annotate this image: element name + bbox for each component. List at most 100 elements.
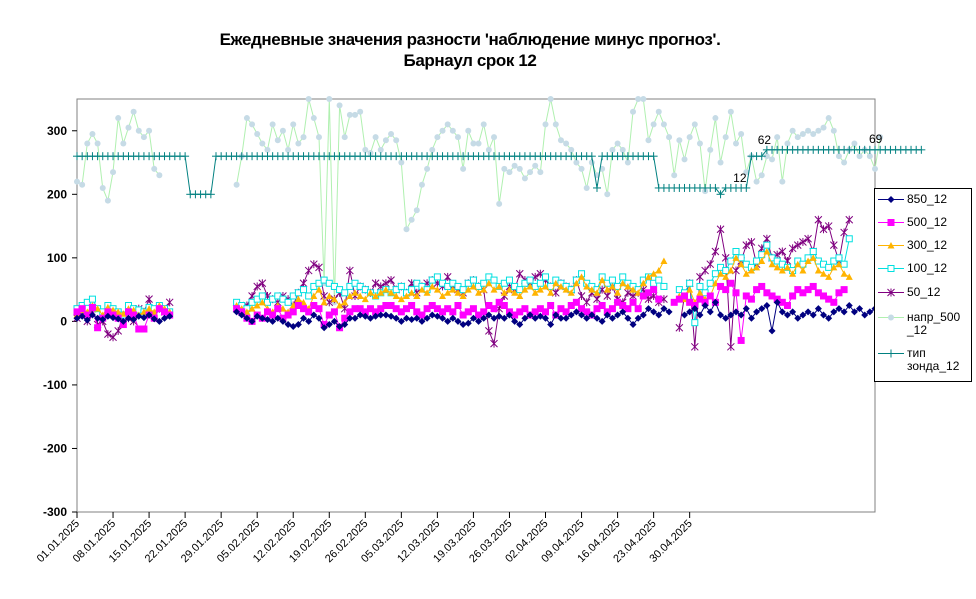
series-50-12-point [778, 247, 787, 256]
series-тип-зонда-12-point [917, 145, 926, 154]
series-напр-500-12-point [403, 226, 410, 233]
series-500-12-point [449, 308, 457, 316]
series-500-12-point [351, 305, 359, 313]
series-300-12-point [768, 260, 776, 268]
series-300-12-point [253, 302, 261, 309]
series-500-12-point [475, 311, 483, 319]
series-50-12-point [711, 247, 720, 256]
series-напр-500-12-point [491, 134, 498, 141]
series-300-12-point [742, 270, 750, 277]
series-500-12-point [397, 308, 405, 316]
series-850-12-point [413, 314, 421, 322]
series-500-12-point [696, 295, 704, 303]
series-500-12-point [753, 286, 761, 294]
series-100-12-point [480, 279, 488, 287]
series-напр-500-12-point [753, 178, 760, 185]
series-напр-500-12-point [249, 121, 256, 128]
series-300-12-point [608, 282, 616, 290]
series-300-12-point [835, 260, 843, 268]
series-850-12-point [233, 308, 241, 316]
series-300-12-point [783, 263, 791, 271]
series-850-12-point [140, 314, 148, 322]
series-300-12-point [310, 292, 318, 299]
series-850-12-point [351, 314, 359, 322]
series-напр-500-12-point [547, 96, 554, 102]
series-300-12-point [490, 286, 498, 293]
chart-title-line2: Барнаул срок 12 [403, 51, 537, 70]
series-напр-500-12-point [794, 134, 801, 141]
series-500-12-point [737, 336, 745, 344]
series-300-12-point [418, 286, 426, 293]
series-300-12-point [820, 270, 828, 277]
series-тип-зонда-12-point [711, 183, 720, 192]
series-напр-500-12-point [295, 140, 302, 147]
series-напр-500-12-point [480, 121, 487, 128]
series-300-12-point [747, 267, 755, 274]
series-850-12-point [408, 315, 416, 323]
series-300-12-point [603, 286, 611, 293]
series-500-12-point [408, 302, 416, 309]
series-850-12-point [557, 314, 565, 322]
series-напр-500-12-point [557, 137, 564, 144]
series-300-12-point [258, 298, 266, 306]
series-850-12-point [402, 314, 410, 322]
series-850-12-point [382, 311, 390, 319]
series-850-12-point [269, 317, 277, 325]
series-500-12-point [88, 303, 96, 311]
series-напр-500-12-point [300, 134, 307, 141]
series-300-12-point [840, 270, 848, 277]
series-напр-500-12-point [872, 165, 878, 172]
series-850-12-point [119, 317, 127, 325]
series-300-12-point [408, 289, 416, 296]
series-300-12-point [758, 257, 766, 265]
series-500-12-point [521, 305, 529, 313]
series-850-12-point [794, 314, 802, 322]
series-850-12-point [717, 311, 725, 319]
series-300-12-point [382, 286, 390, 293]
series-500-12-point [294, 302, 302, 309]
series-500-12-point [341, 314, 349, 322]
series-850-12-point [593, 314, 601, 322]
series-напр-500-12-point [259, 140, 266, 147]
series-850-12-point [94, 314, 102, 322]
series-напр-500-12-point [506, 169, 513, 176]
series-850-12-point [166, 312, 174, 320]
series-50-12-point [788, 244, 797, 253]
series-850-12-point [130, 315, 138, 323]
series-500-12-point [593, 305, 601, 313]
series-напр-500-12-point [666, 134, 673, 141]
y-tick-label: 0 [60, 314, 67, 328]
series-напр-500-12-point [552, 121, 559, 128]
series-напр-500-12-point [810, 130, 817, 137]
legend: 850_12 500_12 300_12 100_12 50_12 напр_500 _12… [874, 188, 972, 382]
series-500-12-point [78, 305, 86, 313]
series-850-12-point [588, 311, 596, 319]
series-300-12-point [433, 286, 441, 293]
series-500-12-point [439, 308, 447, 316]
series-500-12-point [124, 308, 132, 316]
series-850-12-point [480, 314, 488, 322]
series-500-12-point [778, 298, 786, 306]
series-напр-500-12-point [774, 134, 781, 141]
series-напр-500-12-point [830, 127, 837, 134]
series-500-12-point [722, 286, 730, 294]
series-300-12-point [505, 286, 513, 293]
series-300-12-point [825, 273, 833, 280]
series-напр-500-12-point [717, 159, 724, 166]
series-50-12-point [690, 342, 699, 351]
series-850-12-point [840, 308, 848, 316]
series-тип-зонда-12-point [592, 183, 601, 192]
series-напр-500-12-point [573, 159, 580, 166]
series-300-12-point [145, 305, 153, 312]
series-напр-500-12-point [357, 108, 364, 115]
series-500-12-point [361, 308, 369, 316]
series-напр-500-12-point [460, 165, 467, 172]
series-850-12-point [768, 327, 776, 335]
series-500-12-point [794, 286, 802, 294]
series-300-12-point [516, 292, 524, 299]
series-300-12-point [372, 292, 380, 299]
series-500-12-point [572, 298, 580, 306]
series-100-12-point [542, 273, 550, 281]
series-50-12-point [515, 269, 524, 278]
series-50-12-point [701, 266, 709, 275]
